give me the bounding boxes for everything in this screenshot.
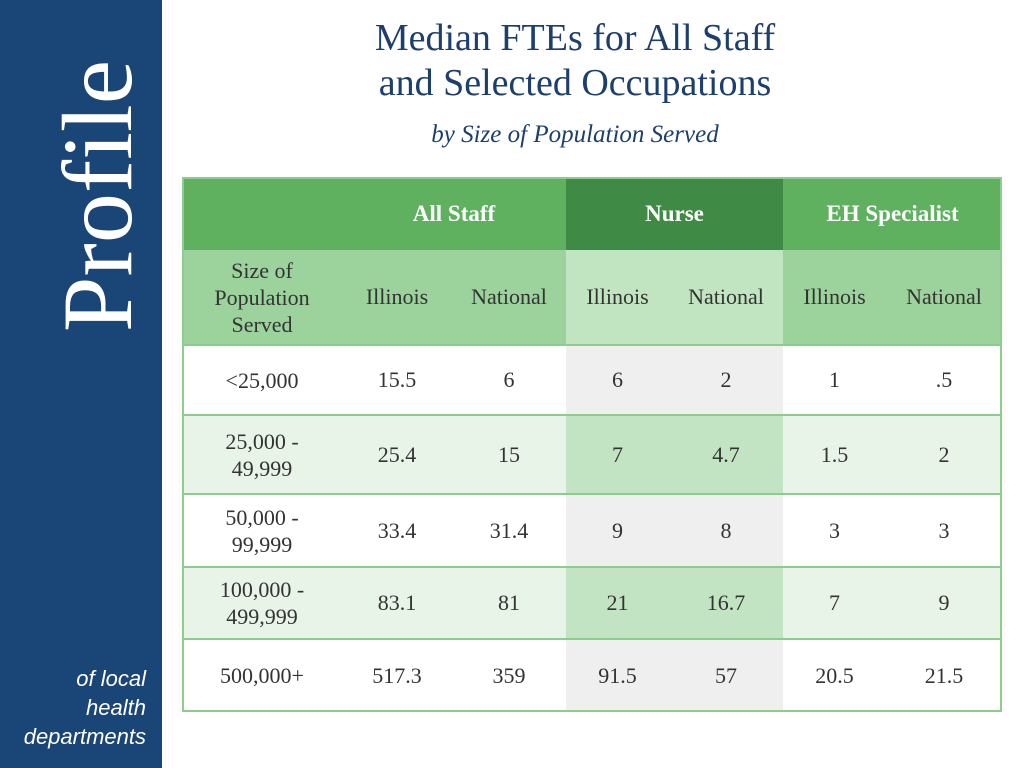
table-cell: 83.1 xyxy=(342,566,452,639)
tagline-line: departments xyxy=(23,724,146,749)
table-cell: 21 xyxy=(566,566,670,639)
subheader-cell: Illinois xyxy=(566,250,670,345)
subheader-cell: National xyxy=(886,250,1003,345)
title-line: Median FTEs for All Staff xyxy=(374,17,776,59)
group-header-eh-specialist: EH Specialist xyxy=(783,177,1003,250)
table-cell: 81 xyxy=(452,566,567,639)
tagline-line: health xyxy=(86,695,146,720)
row-label: 100,000 - 499,999 xyxy=(182,566,342,639)
group-header-nurse: Nurse xyxy=(566,177,784,250)
row-label-line: 50,000 - xyxy=(225,504,299,530)
row-label: 500,000+ xyxy=(182,638,342,711)
page-subtitle: by Size of Population Served xyxy=(431,121,719,148)
table-cell: 21.5 xyxy=(886,638,1003,711)
table-cell: 57 xyxy=(669,638,784,711)
table-row: <25,000 15.5 6 6 2 1 .5 xyxy=(182,344,1003,415)
table-cell: 25.4 xyxy=(342,414,452,494)
sidebar: Profile of local health departments xyxy=(0,0,162,768)
row-label-line: <25,000 xyxy=(225,367,299,393)
table-cell: 15 xyxy=(452,414,567,494)
table-row: 100,000 - 499,999 83.1 81 21 16.7 7 9 xyxy=(182,566,1003,639)
table-cell: 359 xyxy=(452,638,567,711)
table-cell: 31.4 xyxy=(452,493,567,567)
table-cell: 9 xyxy=(566,493,670,567)
table-cell: 91.5 xyxy=(566,638,670,711)
row-header-line: Population xyxy=(214,284,310,310)
row-label: <25,000 xyxy=(182,344,342,415)
table-cell: 2 xyxy=(886,414,1003,494)
table-cell: 4.7 xyxy=(669,414,784,494)
row-label-line: 100,000 - xyxy=(219,577,305,602)
row-label-line: 500,000+ xyxy=(220,663,304,688)
tagline-line: of local xyxy=(76,666,146,691)
row-label: 50,000 - 99,999 xyxy=(182,493,342,567)
table-row: 50,000 - 99,999 33.4 31.4 9 8 3 3 xyxy=(182,493,1003,567)
row-label-line: 25,000 - xyxy=(225,428,299,454)
row-label-line: 49,999 xyxy=(231,455,293,481)
row-header-label: Size of Population Served xyxy=(182,250,342,345)
title-line: and Selected Occupations xyxy=(378,62,772,104)
subheader-cell: National xyxy=(452,250,567,345)
table-row: 500,000+ 517.3 359 91.5 57 20.5 21.5 xyxy=(182,638,1003,711)
header-corner xyxy=(182,177,342,250)
table-cell: 6 xyxy=(452,344,567,415)
subheader-cell: National xyxy=(669,250,784,345)
table-row: 25,000 - 49,999 25.4 15 7 4.7 1.5 2 xyxy=(182,414,1003,494)
group-header-row: All Staff Nurse EH Specialist xyxy=(182,177,1003,250)
row-header-line: Served xyxy=(231,311,293,337)
table-cell: 20.5 xyxy=(783,638,887,711)
row-header-line: Size of xyxy=(231,257,293,283)
row-label-line: 99,999 xyxy=(231,531,293,557)
table-cell: 7 xyxy=(566,414,670,494)
row-label-line: 499,999 xyxy=(226,604,298,629)
table-cell: 517.3 xyxy=(342,638,452,711)
page-title: Median FTEs for All Staff and Selected O… xyxy=(320,16,830,106)
table-cell: 7 xyxy=(783,566,887,639)
table-cell: 9 xyxy=(886,566,1003,639)
table-cell: 33.4 xyxy=(342,493,452,567)
table-cell: 3 xyxy=(886,493,1003,567)
table-cell: 8 xyxy=(669,493,784,567)
subheader-cell: Illinois xyxy=(342,250,452,345)
table-cell: 1.5 xyxy=(783,414,887,494)
group-header-all-staff: All Staff xyxy=(342,177,567,250)
subheader-row: Size of Population Served Illinois Natio… xyxy=(182,250,1003,345)
brand-title: Profile xyxy=(42,59,153,333)
table-cell: 1 xyxy=(783,344,887,415)
brand-tagline: of local health departments xyxy=(0,664,146,751)
table-cell: 6 xyxy=(566,344,670,415)
table-cell: 3 xyxy=(783,493,887,567)
table-cell: 15.5 xyxy=(342,344,452,415)
fte-table: All Staff Nurse EH Specialist Size of Po… xyxy=(182,177,1003,711)
row-label: 25,000 - 49,999 xyxy=(182,414,342,494)
table-cell: 2 xyxy=(669,344,784,415)
table-cell: .5 xyxy=(886,344,1003,415)
subheader-cell: Illinois xyxy=(783,250,887,345)
table-cell: 16.7 xyxy=(669,566,784,639)
